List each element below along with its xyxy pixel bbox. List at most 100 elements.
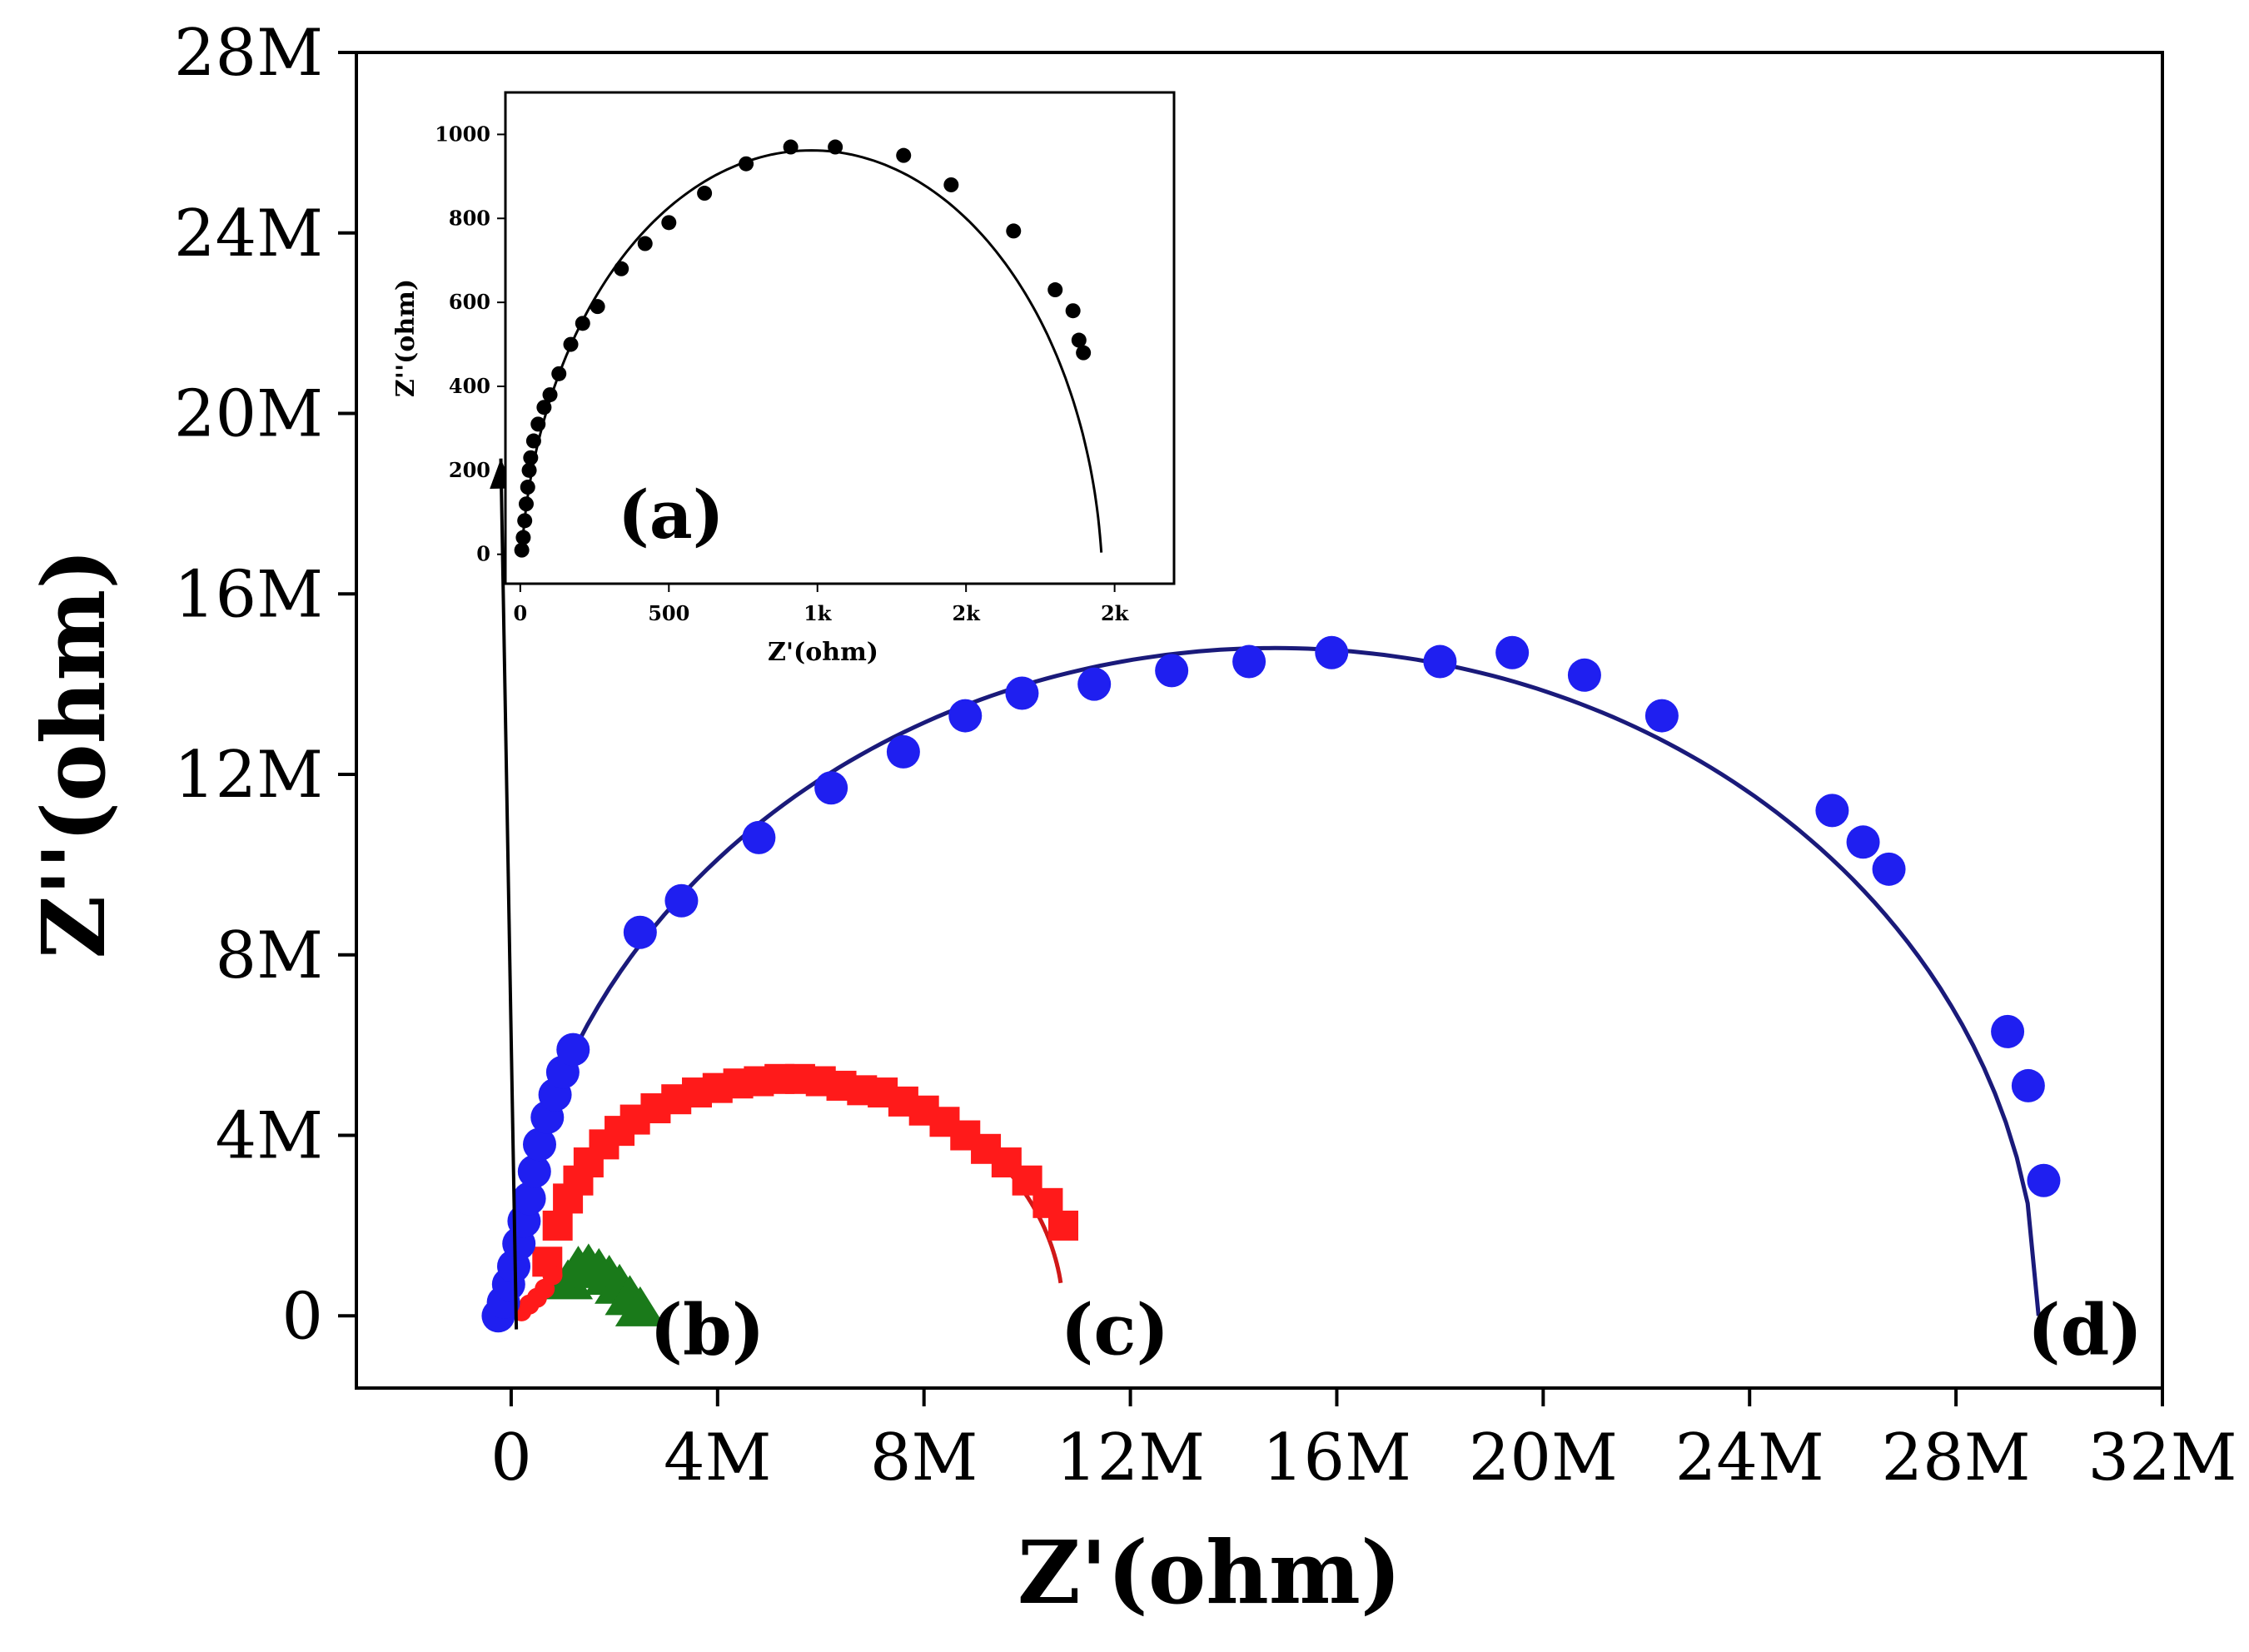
fit-curve [509,645,2041,1316]
inset-data-point [943,177,959,192]
inset-y-tick-label: 1000 [435,122,490,146]
x-tick-label: 20M [1469,1421,1618,1495]
data-point [522,1127,556,1162]
data-point [1495,635,1530,669]
inset-data-point [536,400,552,415]
inset-data-point [575,316,590,331]
x-tick-label: 12M [1056,1421,1205,1495]
x-tick-label: 8M [870,1421,978,1495]
inset-x-axis-title: Z'(ohm) [768,638,878,667]
inset-data-point [518,496,534,512]
inset-data-point [697,186,713,202]
data-point [742,820,776,854]
inset-data-point [515,530,531,545]
inset-data-point [1065,303,1081,319]
inset-panel-label: (a) [618,475,724,554]
data-point [664,883,699,918]
x-tick-label: 16M [1262,1421,1411,1495]
y-tick-label: 4M [216,1099,324,1174]
inset-x-tick-label: 500 [648,601,689,625]
data-point [1048,1210,1079,1241]
data-point [517,1154,551,1188]
x-axis-title: Z'(ohm) [1018,1521,1401,1624]
curve-label: (b) [649,1289,764,1371]
y-tick-label: 0 [281,1279,323,1354]
inset-data-point [896,147,912,163]
y-tick-label: 28M [174,16,323,91]
x-tick-label: 32M [2087,1421,2237,1495]
inset-data-point [521,462,537,478]
curve-label: (c) [1061,1289,1170,1371]
curve-label: (d) [2028,1289,2142,1371]
y-tick-label: 24M [174,197,323,271]
inset-frame [504,91,1176,585]
inset-data-point [828,139,843,155]
data-point [1155,654,1189,688]
inset-data-point [1047,282,1063,298]
data-point [1232,644,1266,679]
inset-data-point [1006,223,1022,239]
inset-y-tick-label: 0 [476,542,490,566]
inset-x-tick-label: 2k [1101,601,1130,625]
data-point [623,915,657,949]
inset-data-point [520,480,535,495]
inset-x-tick-label: 0 [513,601,527,625]
y-tick-label: 8M [216,918,324,993]
y-axis-title: Z''(ohm) [22,548,125,958]
arrow-shaft [499,458,519,1330]
inset-data-point [517,513,533,529]
inset-x-tick-label: 2k [953,601,982,625]
inset-data-point [1071,332,1087,348]
inset-data-point [525,433,541,449]
inset-data-point [590,299,605,315]
data-point [614,1286,665,1326]
data-point [512,1182,546,1216]
x-tick-label: 0 [490,1421,532,1495]
inset-y-tick-label: 400 [449,374,490,398]
x-tick-label: 24M [1675,1421,1824,1495]
inset-data-point [523,450,539,465]
data-point [1815,794,1849,828]
data-point [556,1032,590,1067]
data-point [1005,676,1039,710]
data-point [1872,852,1906,886]
inset-y-tick-label: 600 [449,290,490,314]
inset-data-point [542,387,558,403]
inset-y-axis-title: Z''(ohm) [391,279,420,397]
inset-data-point [514,542,530,558]
data-point [1423,644,1457,679]
data-point [542,1210,573,1241]
inset-data-point [530,416,546,432]
data-point [1644,699,1679,733]
x-tick-label: 4M [664,1421,772,1495]
data-point [886,734,920,769]
inset-y-tick-label: 800 [449,206,490,230]
data-point [1315,635,1349,669]
data-point [948,699,983,733]
plot-frame [355,51,2164,1390]
data-point [1846,825,1880,859]
inset-data-point [637,236,653,251]
data-point [1077,667,1112,701]
inset-data-point [614,261,629,276]
inset-x-tick-label: 1k [804,601,833,625]
data-point [1567,658,1601,692]
y-tick-label: 20M [174,377,323,452]
y-tick-label: 12M [174,738,323,813]
data-point [1991,1014,2025,1048]
x-tick-label: 28M [1882,1421,2031,1495]
data-point [2011,1068,2045,1102]
inset-data-point [551,366,567,381]
inset-data-point [1076,345,1092,361]
inset-data-point [563,336,579,352]
inset-data-point [739,156,754,172]
inset-data-point [783,139,799,155]
inset-data-point [661,215,677,231]
y-tick-label: 16M [174,557,323,632]
data-point [542,1265,563,1286]
data-point [814,771,848,805]
inset-y-tick-label: 200 [449,458,490,482]
data-point [2027,1163,2061,1197]
